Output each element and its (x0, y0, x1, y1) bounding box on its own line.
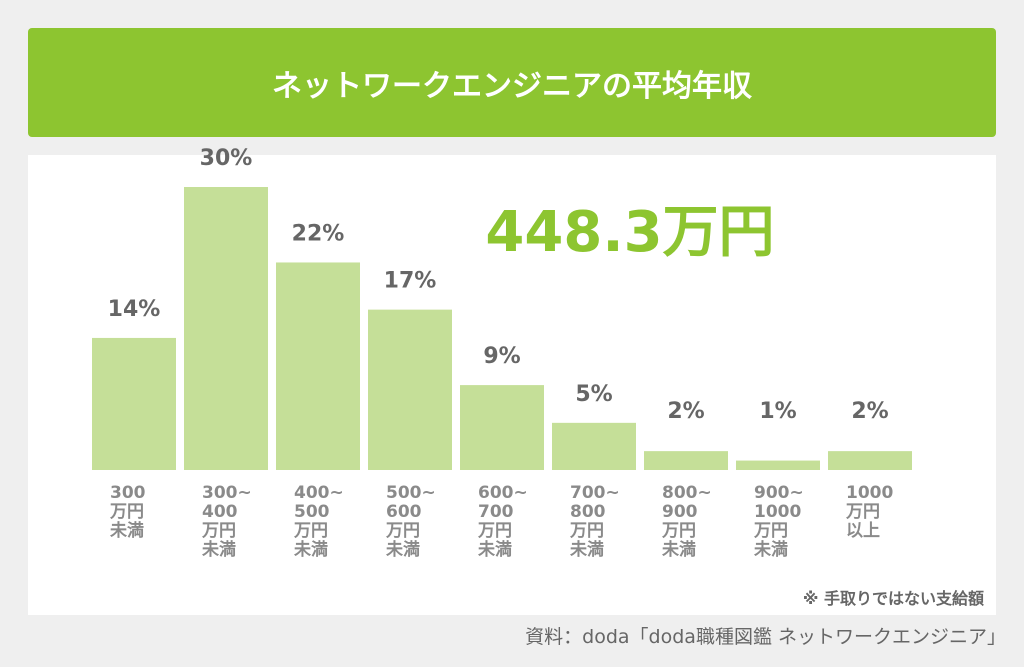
bar (644, 451, 728, 470)
value-label: 22% (292, 221, 345, 246)
bar (184, 187, 268, 470)
value-label: 17% (384, 269, 437, 294)
bar (736, 460, 820, 470)
bar (368, 309, 452, 470)
value-label: 5% (575, 382, 612, 407)
bar (460, 385, 544, 470)
bar (276, 262, 360, 470)
x-tick-label: 500~ 600 万円 未満 (386, 483, 436, 560)
x-tick-label: 800~ 900 万円 未満 (662, 483, 712, 560)
x-tick-label: 700~ 800 万円 未満 (570, 483, 620, 560)
note: ※ 手取りではない支給額 (802, 589, 984, 608)
x-tick-label: 1000 万円 以上 (846, 483, 894, 541)
x-tick-label: 300 万円 未満 (110, 483, 146, 541)
x-tick-label: 900~ 1000 万円 未満 (754, 483, 804, 560)
value-label: 30% (200, 146, 253, 171)
bar (552, 422, 636, 470)
value-label: 14% (108, 297, 161, 322)
value-label: 2% (851, 399, 888, 424)
value-label: 2% (667, 399, 704, 424)
highlight-value: 448.3万円 (485, 200, 774, 265)
x-tick-label: 600~ 700 万円 未満 (478, 483, 528, 560)
source: 資料：doda「doda職種図鑑 ネットワークエンジニア」 (525, 626, 1006, 648)
x-tick-label: 400~ 500 万円 未満 (294, 483, 344, 560)
chart-title: ネットワークエンジニアの平均年収 (28, 28, 996, 137)
x-tick-label: 300~ 400 万円 未満 (202, 483, 252, 560)
bar (828, 451, 912, 470)
value-label: 9% (483, 344, 520, 369)
value-label: 1% (759, 399, 796, 424)
bar (92, 337, 176, 470)
